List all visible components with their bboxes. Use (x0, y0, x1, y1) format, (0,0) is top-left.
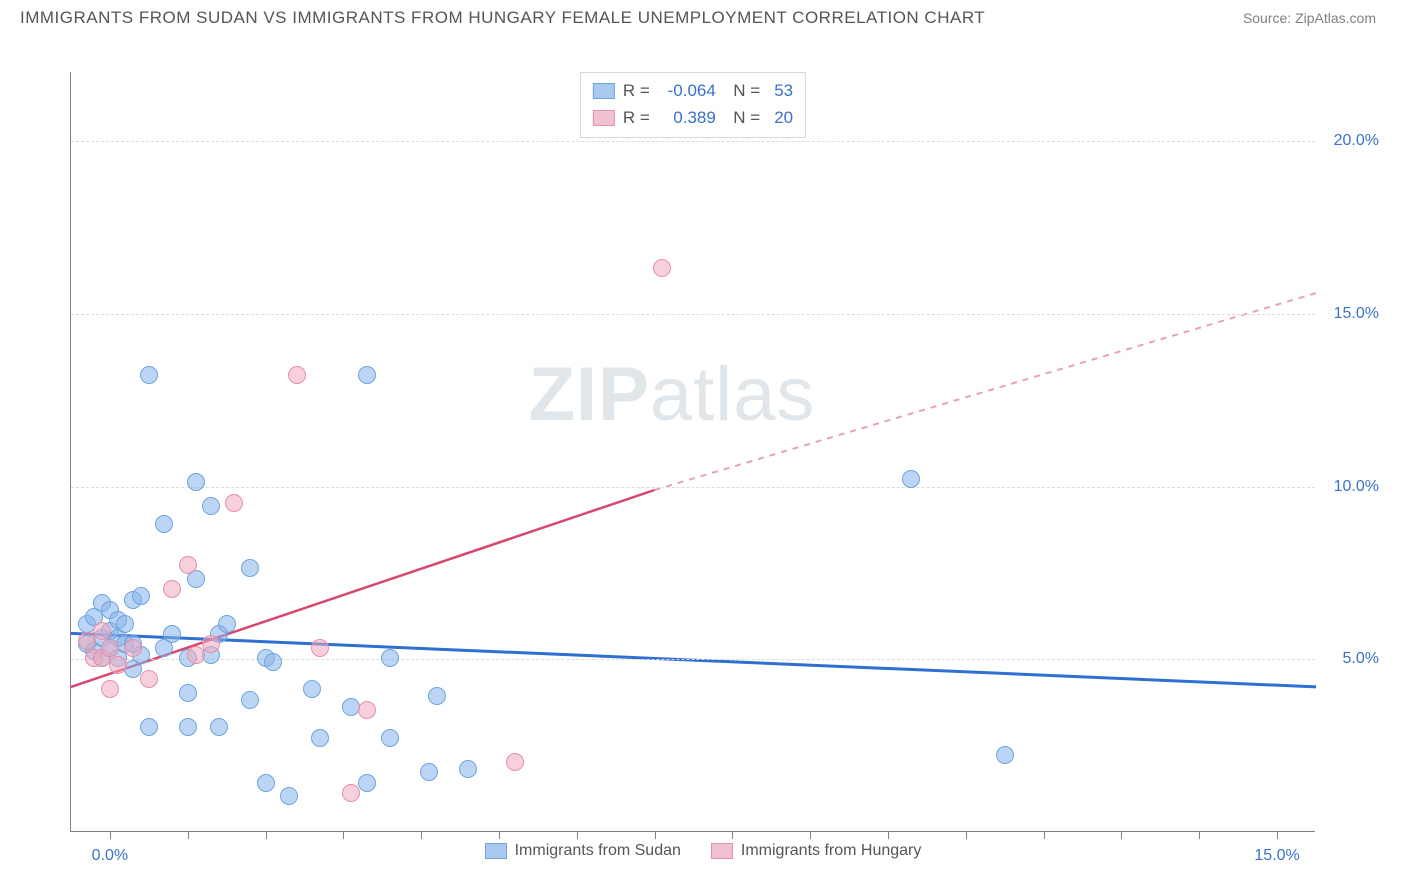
point-sudan (132, 587, 150, 605)
x-tick (1044, 831, 1045, 839)
point-hungary (311, 639, 329, 657)
x-tick (188, 831, 189, 839)
gridline (71, 314, 1315, 315)
point-sudan (902, 470, 920, 488)
n-label: N = (724, 77, 760, 104)
gridline (71, 487, 1315, 488)
point-sudan (303, 680, 321, 698)
point-sudan (358, 366, 376, 384)
point-sudan (187, 473, 205, 491)
point-sudan (257, 774, 275, 792)
x-tick (343, 831, 344, 839)
legend-item-sudan: Immigrants from Sudan (485, 842, 681, 860)
x-tick (110, 831, 111, 839)
point-hungary (109, 656, 127, 674)
point-sudan (311, 729, 329, 747)
point-sudan (241, 559, 259, 577)
x-tick (1121, 831, 1122, 839)
swatch-sudan (485, 843, 507, 859)
r-value-sudan: -0.064 (658, 77, 716, 104)
x-tick (577, 831, 578, 839)
y-tick-label: 20.0% (1323, 132, 1379, 150)
legend-item-hungary: Immigrants from Hungary (711, 842, 922, 860)
point-hungary (653, 259, 671, 277)
point-sudan (420, 763, 438, 781)
point-sudan (116, 615, 134, 633)
x-tick (1199, 831, 1200, 839)
x-tick (421, 831, 422, 839)
n-value-sudan: 53 (774, 77, 793, 104)
point-hungary (78, 632, 96, 650)
x-tick (499, 831, 500, 839)
swatch-sudan (593, 83, 615, 99)
x-tick (810, 831, 811, 839)
point-hungary (179, 556, 197, 574)
swatch-hungary (711, 843, 733, 859)
point-sudan (996, 746, 1014, 764)
point-hungary (358, 701, 376, 719)
point-hungary (163, 580, 181, 598)
series-legend: Immigrants from Sudan Immigrants from Hu… (20, 842, 1386, 860)
x-tick (966, 831, 967, 839)
point-sudan (381, 649, 399, 667)
x-tick (655, 831, 656, 839)
point-sudan (179, 684, 197, 702)
point-sudan (202, 497, 220, 515)
point-sudan (155, 515, 173, 533)
point-hungary (101, 680, 119, 698)
legend-label-hungary: Immigrants from Hungary (741, 842, 922, 860)
point-hungary (288, 366, 306, 384)
stats-legend: R = -0.064 N = 53 R = 0.389 N = 20 (580, 72, 806, 138)
x-tick (1277, 831, 1278, 839)
legend-label-sudan: Immigrants from Sudan (515, 842, 681, 860)
point-sudan (140, 366, 158, 384)
point-hungary (342, 784, 360, 802)
point-hungary (187, 646, 205, 664)
y-tick-label: 5.0% (1323, 650, 1379, 668)
y-tick-label: 10.0% (1323, 478, 1379, 496)
x-tick (732, 831, 733, 839)
point-hungary (225, 494, 243, 512)
point-sudan (210, 718, 228, 736)
r-label: R = (623, 104, 650, 131)
r-value-hungary: 0.389 (658, 104, 716, 131)
point-sudan (179, 718, 197, 736)
point-hungary (506, 753, 524, 771)
gridline (71, 141, 1315, 142)
point-hungary (93, 622, 111, 640)
point-sudan (280, 787, 298, 805)
point-sudan (264, 653, 282, 671)
trend-lines (71, 72, 1316, 832)
chart-title: IMMIGRANTS FROM SUDAN VS IMMIGRANTS FROM… (20, 8, 985, 28)
point-hungary (124, 639, 142, 657)
plot-area: ZIPatlas R = -0.064 N = 53 R = 0.389 N =… (70, 72, 1315, 832)
point-sudan (358, 774, 376, 792)
source-attribution: Source: ZipAtlas.com (1243, 10, 1376, 26)
stats-row-hungary: R = 0.389 N = 20 (593, 104, 793, 131)
y-tick-label: 15.0% (1323, 305, 1379, 323)
point-hungary (202, 635, 220, 653)
swatch-hungary (593, 110, 615, 126)
point-sudan (241, 691, 259, 709)
n-label: N = (724, 104, 760, 131)
point-sudan (218, 615, 236, 633)
x-tick (266, 831, 267, 839)
point-sudan (140, 718, 158, 736)
n-value-hungary: 20 (774, 104, 793, 131)
point-sudan (428, 687, 446, 705)
point-sudan (163, 625, 181, 643)
watermark: ZIPatlas (529, 351, 816, 438)
point-sudan (381, 729, 399, 747)
stats-row-sudan: R = -0.064 N = 53 (593, 77, 793, 104)
r-label: R = (623, 77, 650, 104)
point-sudan (459, 760, 477, 778)
point-hungary (140, 670, 158, 688)
x-tick (888, 831, 889, 839)
point-hungary (101, 639, 119, 657)
